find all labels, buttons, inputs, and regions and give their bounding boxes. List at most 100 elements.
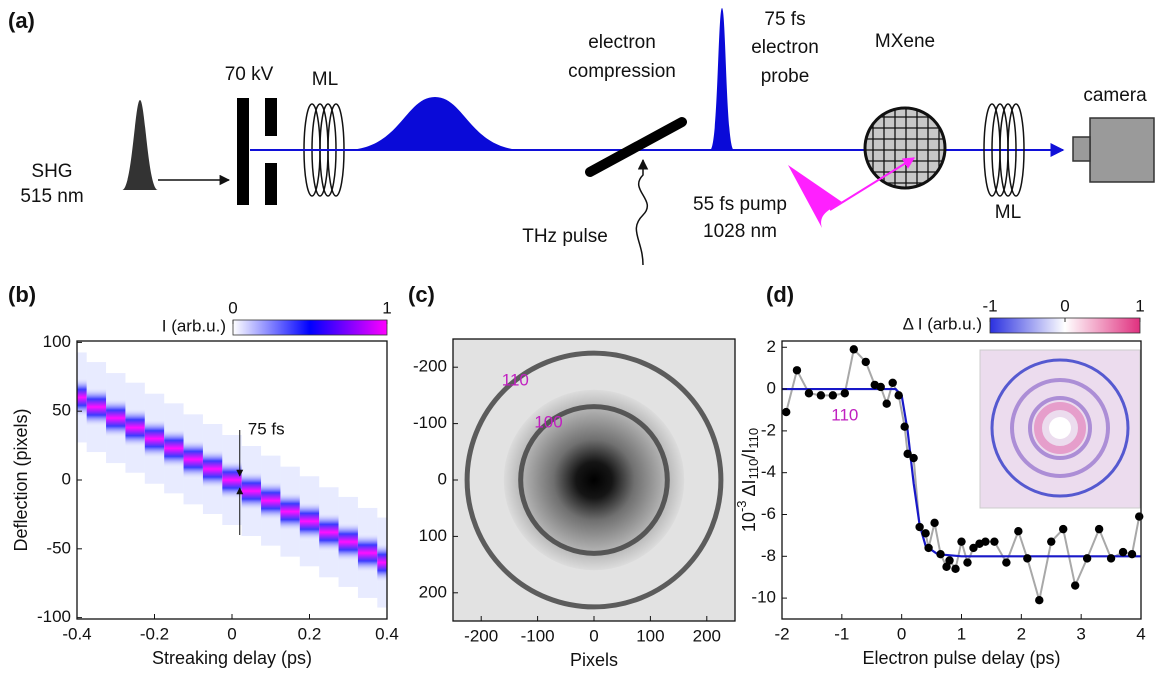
y-tick-label: 0 [438, 469, 447, 488]
x-axis-label: Streaking delay (ps) [152, 648, 312, 668]
diffraction-center [503, 389, 685, 571]
colorbar-tick-label: 1 [382, 298, 391, 317]
plot-frame [76, 340, 388, 620]
data-point [936, 550, 945, 559]
data-point [981, 537, 990, 546]
heatmap [77, 352, 387, 608]
x-tick-label: 4 [1136, 624, 1145, 643]
source-label: 515 nm [20, 186, 83, 207]
heatmap-column [241, 471, 262, 512]
data-point [957, 537, 966, 546]
y-tick-label: 2 [767, 337, 776, 356]
y-tick-label: 100 [419, 526, 447, 545]
y-tick-label: 0 [62, 469, 71, 488]
data-point [951, 564, 960, 574]
x-tick-label: 0 [227, 624, 236, 643]
heatmap-column [86, 387, 107, 428]
data-point [1023, 554, 1032, 563]
y-axis-label: 10-3 ΔI110/I110 [734, 428, 761, 532]
data-point [1070, 581, 1080, 590]
x-tick-label: -200 [464, 626, 498, 645]
chart-panels: 75 fs-0.4 -0.2 0 0.2 0.4-100-50050100Streaki… [11, 296, 1146, 669]
data-point [969, 543, 978, 553]
probe-label: 75 fs [764, 9, 805, 30]
inset-ring [990, 358, 1130, 498]
thz-wave [635, 158, 649, 266]
x-tick-label: -2 [774, 624, 789, 643]
y-tick-label: -4 [761, 462, 776, 481]
data-point [888, 378, 897, 388]
y-tick-label: -100 [413, 413, 447, 432]
heatmap-column [222, 460, 242, 500]
heatmap-column [77, 377, 87, 418]
data-point [963, 558, 972, 567]
data-point [1082, 554, 1092, 563]
inset-hole [1049, 417, 1071, 439]
heatmap-column [202, 448, 223, 489]
gun-label: 70 kV [225, 64, 274, 85]
data-point [876, 382, 885, 392]
y-tick-label: 50 [52, 401, 71, 420]
x-tick-label: 200 [693, 626, 721, 645]
data-point [781, 407, 791, 417]
data-point [900, 422, 909, 431]
y-axis-label-part: ΔI [739, 479, 759, 500]
colorbar [232, 319, 388, 336]
heatmap-column [299, 501, 320, 542]
x-tick-label: 0.2 [298, 624, 322, 643]
x-tick-label: -0.2 [140, 624, 169, 643]
data-point [840, 389, 850, 398]
data-point [921, 529, 930, 538]
diffraction-ring [464, 350, 724, 610]
y-axis-label: Deflection (pixels) [11, 408, 31, 551]
heatmap-column [377, 542, 387, 583]
x-tick-label: 2 [1017, 624, 1026, 643]
colorbar-tick-label: 0 [228, 298, 237, 317]
data-point [816, 391, 826, 400]
data-point [861, 357, 870, 367]
heatmap-column [183, 439, 203, 480]
compression-label: electron [588, 32, 656, 53]
heatmap-column [164, 428, 184, 469]
inset-ring [1028, 396, 1092, 460]
data-point [915, 522, 924, 532]
heatmap-column [338, 521, 358, 562]
data-point [1106, 554, 1116, 563]
laser-pulse [122, 100, 158, 190]
lens-label: ML [312, 69, 338, 90]
annotation: 75 fs [248, 419, 285, 438]
camera-lens [1072, 136, 1091, 162]
y-axis-label-part: 110 [746, 459, 761, 480]
probe-label: probe [761, 66, 810, 87]
camera-body [1089, 117, 1155, 183]
anode [265, 98, 277, 136]
data-point [1002, 558, 1011, 567]
lens-label: ML [995, 202, 1021, 223]
x-tick-label: 0.4 [375, 624, 399, 643]
sample-grid [865, 108, 945, 188]
y-axis-label-part: /I [739, 449, 759, 459]
data-point [1135, 512, 1144, 521]
data-point [1035, 595, 1044, 605]
sample-label: MXene [875, 31, 935, 52]
data-point [1094, 524, 1104, 534]
y-tick-label: -10 [751, 588, 776, 607]
data-point [1014, 527, 1023, 536]
y-axis-label-part: 10 [739, 512, 759, 532]
pump-label: 1028 nm [703, 221, 777, 242]
x-tick-label: 1 [957, 624, 966, 643]
setup-diagram: (a) SHG 515 nm 70 kV ML electron compres… [8, 8, 1155, 266]
heatmap-column [106, 398, 126, 439]
y-axis-label-part: -3 [734, 500, 749, 512]
ring-label: 110 [502, 371, 529, 390]
data-point [924, 543, 933, 553]
annotation: 110 [831, 406, 858, 425]
colorbar-label: Δ I (arb.u.) [903, 314, 982, 333]
pump-pulse [788, 165, 842, 228]
x-tick-label: -0.4 [62, 624, 91, 643]
heatmap-column [280, 491, 300, 532]
y-axis-label-part: 110 [746, 428, 761, 449]
x-tick-label: 0 [589, 626, 598, 645]
heatmap-column [125, 407, 145, 448]
